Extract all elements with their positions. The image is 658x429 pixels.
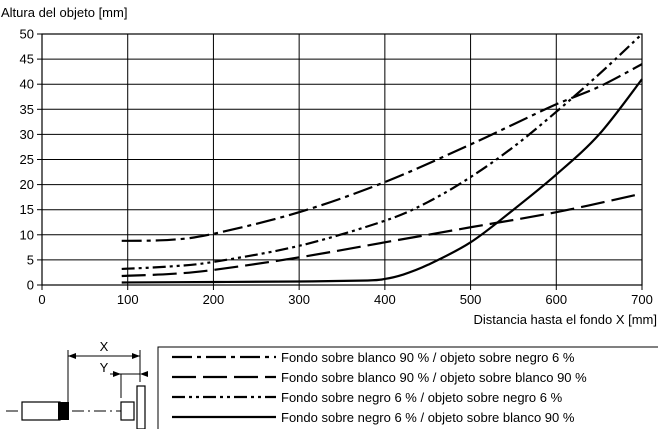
legend-label-0: Fondo sobre blanco 90 % / objeto sobre n… [281,350,575,365]
y-tick-label-4: 20 [20,177,34,192]
x-tick-label-6: 600 [545,292,567,307]
y-dim-arrow-right [140,371,148,377]
x-tick-label-5: 500 [460,292,482,307]
y-axis-title: Altura del objeto [mm] [1,5,127,20]
x-tick-label-2: 200 [203,292,225,307]
x-axis-title: Distancia hasta el fondo X [mm] [473,312,657,327]
y-tick-label-10: 50 [20,27,34,42]
legend-label-3: Fondo sobre negro 6 % / objeto sobre bla… [281,410,575,425]
sensor-diagram: X Y [6,339,148,429]
y-tick-label-8: 40 [20,77,34,92]
x-tick-label-1: 100 [117,292,139,307]
y-tick-label-3: 15 [20,202,34,217]
x-dimension-label: X [100,339,109,354]
object-block [120,401,135,421]
chart-legend: Fondo sobre blanco 90 % / objeto sobre n… [157,346,658,429]
x-tick-label-7: 700 [631,292,653,307]
y-tick-label-2: 10 [20,227,34,242]
series-line-1 [121,192,643,278]
legend-box [157,346,658,429]
legend-label-1: Fondo sobre blanco 90 % / objeto sobre b… [281,370,587,385]
series-line-3 [121,78,643,284]
x-tick-label-3: 300 [288,292,310,307]
x-tick-label-4: 400 [374,292,396,307]
series-line-0 [121,63,643,242]
series-line-2 [121,33,643,271]
x-tick-label-0: 0 [38,292,45,307]
background-plate [136,385,146,429]
y-dimension-label: Y [100,360,109,375]
y-dim-arrow-left [113,371,121,377]
y-tick-label-0: 0 [27,278,34,293]
y-tick-label-5: 25 [20,152,34,167]
sensor-lens [58,402,69,420]
x-dim-arrow-right [132,353,140,359]
legend-label-2: Fondo sobre negro 6 % / objeto sobre neg… [281,390,563,405]
chart-series [121,33,643,284]
y-tick-label-7: 35 [20,102,34,117]
sensor-body [21,401,61,421]
y-tick-label-9: 45 [20,52,34,67]
y-tick-label-1: 5 [27,252,34,267]
x-dim-arrow-left [68,353,76,359]
chart-axes: 0 100 200 300 400 500 600 700 0 5 10 15 20 25 30 35 40 45… [20,27,653,308]
y-tick-label-6: 30 [20,127,34,142]
chart-grid [41,33,643,286]
